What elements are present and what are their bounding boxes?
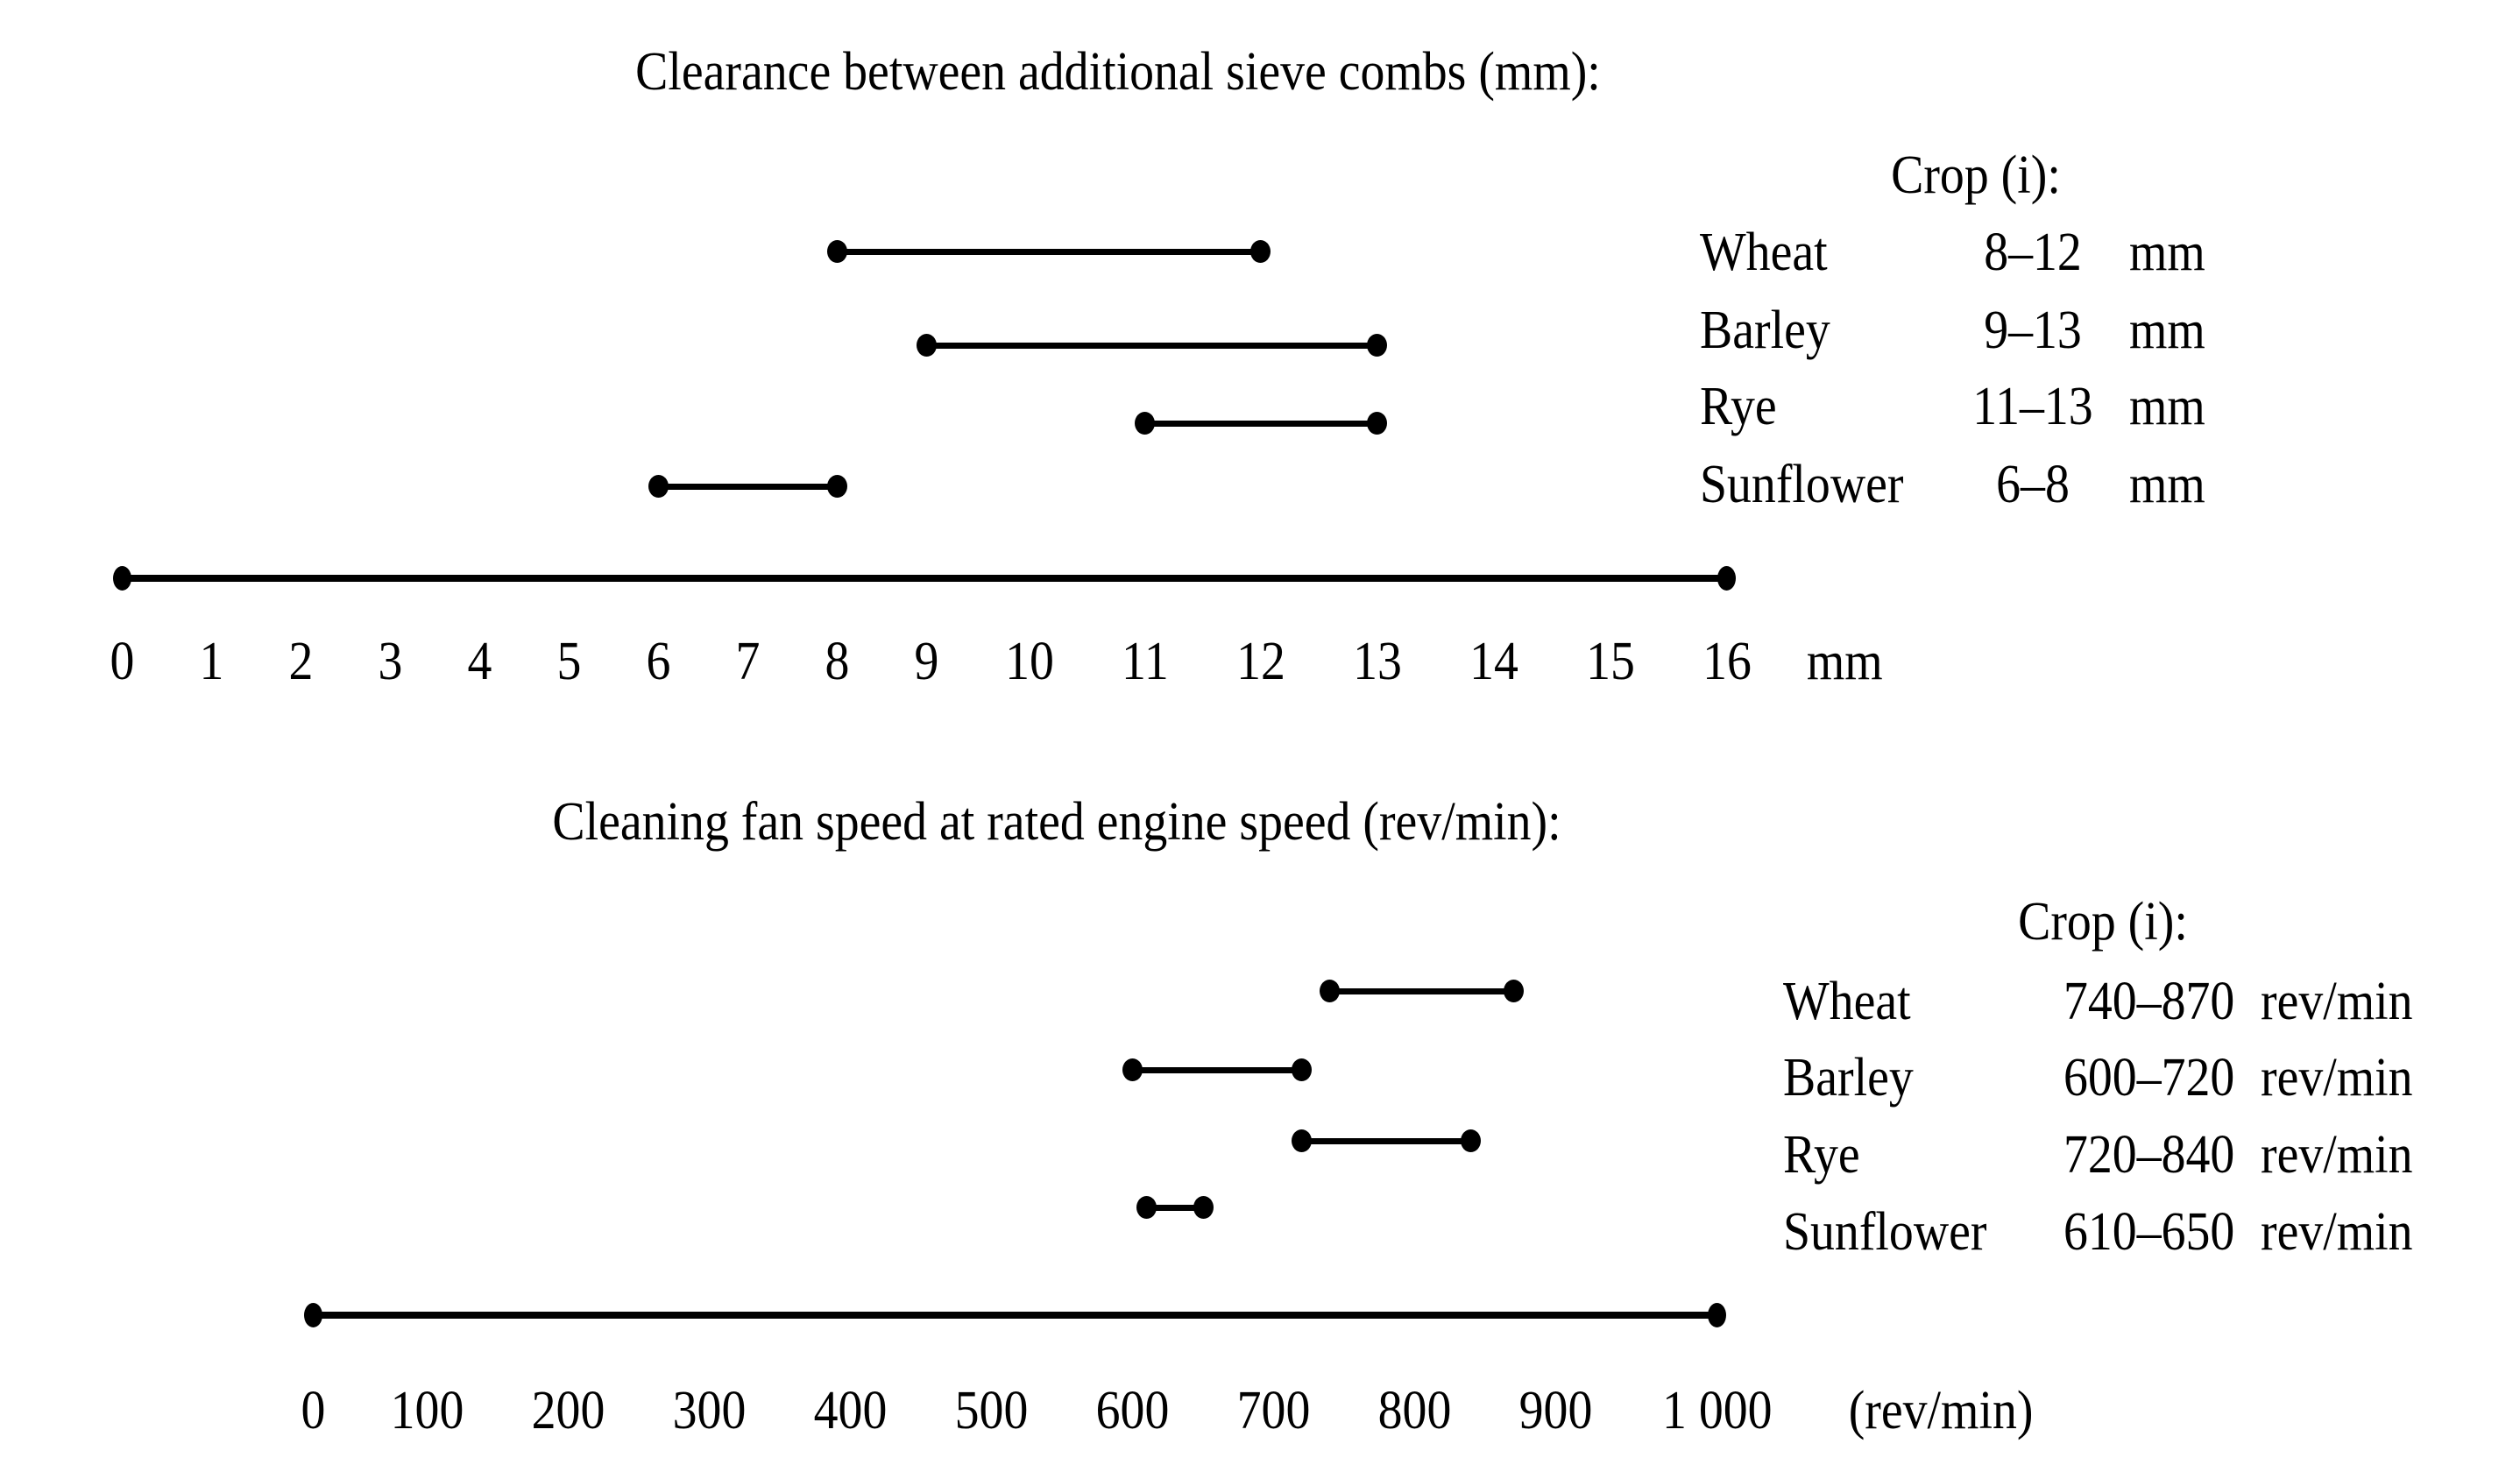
range-value-label: 720–840: [2063, 1125, 2235, 1185]
axis-start-dot: [304, 1303, 322, 1327]
unit-label: rev/min: [2261, 1202, 2413, 1262]
axis-tick-label: 6: [646, 632, 671, 691]
axis-tick-label: 9: [914, 632, 939, 691]
axis-tick-label: 11: [1121, 632, 1169, 691]
range-segment-rye: [1144, 420, 1377, 427]
axis-unit-label: (rev/min): [1848, 1381, 2033, 1440]
segment-low-dot-barley: [1122, 1058, 1143, 1081]
segment-high-dot-rye: [1367, 412, 1388, 435]
unit-label: mm: [2129, 223, 2205, 282]
unit-label: mm: [2129, 377, 2205, 436]
crop-name-label: Sunflower: [1783, 1202, 1987, 1262]
crop-name-label: Barley: [1700, 301, 1830, 360]
axis-tick-label: 16: [1702, 632, 1752, 691]
chart-title: Cleaning fan speed at rated engine speed…: [552, 792, 1561, 852]
segment-high-dot-wheat: [1503, 980, 1524, 1002]
range-segment-sunflower: [658, 483, 838, 490]
legend-title: Crop (i):: [1891, 145, 2061, 205]
axis-tick-label: 1: [199, 632, 224, 691]
segment-low-dot-rye: [1135, 412, 1156, 435]
range-segment-wheat: [837, 248, 1261, 255]
segment-high-dot-wheat: [1250, 240, 1271, 263]
range-segment-wheat: [1329, 987, 1514, 994]
range-value-label: 9–13: [1984, 301, 2082, 360]
axis-tick-label: 13: [1352, 632, 1402, 691]
unit-label: mm: [2129, 455, 2205, 514]
axis-tick-label: 100: [390, 1381, 464, 1440]
axis-tick-label: 2: [288, 632, 314, 691]
range-value-label: 11–13: [1972, 377, 2093, 436]
unit-label: mm: [2129, 301, 2205, 360]
crop-name-label: Barley: [1783, 1048, 1914, 1108]
crop-name-label: Sunflower: [1700, 455, 1904, 514]
axis-line: [313, 1312, 1717, 1319]
segment-low-dot-sunflower: [1136, 1196, 1157, 1219]
axis-tick-label: 7: [735, 632, 761, 691]
axis-tick-label: 3: [378, 632, 403, 691]
chart-title: Clearance between additional sieve combs…: [635, 42, 1601, 102]
range-value-label: 8–12: [1984, 223, 2082, 282]
axis-tick-label: 800: [1377, 1381, 1452, 1440]
axis-tick-label: 900: [1518, 1381, 1593, 1440]
segment-low-dot-sunflower: [648, 475, 669, 498]
axis-tick-label: 10: [1005, 632, 1054, 691]
crop-name-label: Wheat: [1783, 972, 1911, 1031]
axis-start-dot: [113, 566, 131, 591]
axis-tick-label: 4: [467, 632, 492, 691]
segment-high-dot-barley: [1292, 1058, 1313, 1081]
axis-tick-label: 0: [301, 1381, 326, 1440]
segment-high-dot-rye: [1461, 1129, 1482, 1152]
axis-tick-label: 1 000: [1661, 1381, 1773, 1440]
range-value-label: 600–720: [2063, 1048, 2235, 1108]
crop-name-label: Wheat: [1700, 223, 1828, 282]
axis-tick-label: 300: [672, 1381, 747, 1440]
axis-tick-label: 600: [1095, 1381, 1170, 1440]
unit-label: rev/min: [2261, 1048, 2413, 1108]
segment-high-dot-sunflower: [1193, 1196, 1214, 1219]
axis-end-dot: [1708, 1303, 1727, 1327]
axis-tick-labels: 0 1 2 3 4 5 6 7 8 9 10 11 12 13 14 15 16 mm: [109, 634, 1886, 689]
range-segment-rye: [1301, 1137, 1471, 1144]
axis-line: [122, 575, 1727, 582]
axis-tick-label: 15: [1585, 632, 1635, 691]
segment-low-dot-barley: [917, 334, 937, 357]
segment-low-dot-wheat: [827, 240, 847, 263]
crop-name-label: Rye: [1783, 1125, 1860, 1185]
axis-tick-label: 200: [531, 1381, 605, 1440]
axis-unit-label: mm: [1806, 632, 1883, 691]
range-value-label: 6–8: [1996, 455, 2070, 514]
unit-label: rev/min: [2261, 1125, 2413, 1185]
axis-tick-label: 5: [556, 632, 582, 691]
segment-low-dot-wheat: [1320, 980, 1341, 1002]
segment-high-dot-sunflower: [827, 475, 847, 498]
axis-tick-label: 14: [1469, 632, 1518, 691]
crop-name-label: Rye: [1700, 377, 1777, 436]
range-segment-barley: [1132, 1066, 1302, 1073]
axis-tick-label: 700: [1236, 1381, 1311, 1440]
range-segment-barley: [926, 342, 1377, 349]
segment-low-dot-rye: [1292, 1129, 1313, 1152]
unit-label: rev/min: [2261, 972, 2413, 1031]
axis-tick-label: 400: [813, 1381, 888, 1440]
axis-end-dot: [1717, 566, 1737, 591]
range-segment-sunflower: [1146, 1204, 1203, 1211]
axis-tick-label: 0: [110, 632, 135, 691]
axis-tick-label: 8: [825, 632, 850, 691]
axis-tick-label: 500: [954, 1381, 1029, 1440]
legend-title: Crop (i):: [2018, 892, 2188, 952]
segment-high-dot-barley: [1367, 334, 1388, 357]
axis-tick-label: 12: [1235, 632, 1285, 691]
axis-tick-labels: 0 100 200 300 400 500 600 700 800 900 1 000 (rev/mi…: [300, 1384, 2043, 1438]
range-value-label: 610–650: [2063, 1202, 2235, 1262]
range-value-label: 740–870: [2063, 972, 2235, 1031]
